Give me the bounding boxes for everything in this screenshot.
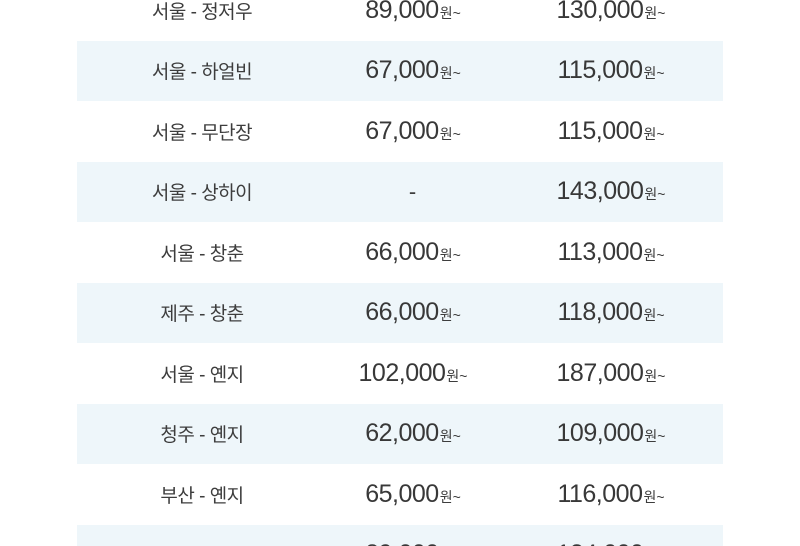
price-high-cell: 116,000 원~ — [499, 480, 723, 509]
price-low-cell: 102,000 원~ — [327, 359, 499, 388]
price-high-cell: 115,000 원~ — [499, 117, 723, 146]
fare-table-row[interactable]: 서울 - 무단장 67,000 원~ 115,000 원~ — [77, 101, 723, 162]
fare-table-row[interactable]: 제주 - 창춘 66,000 원~ 118,000 원~ — [77, 282, 723, 343]
route-label: 제주 - 창춘 — [160, 304, 244, 326]
route-label: 청주 - 옌지 — [160, 425, 244, 447]
price-high-value: 115,000 — [557, 116, 643, 145]
price-low-cell: 66,000 원~ — [327, 238, 499, 267]
route-label: 부산 - 옌지 — [160, 485, 244, 507]
price-high-value: 143,000 — [556, 177, 644, 206]
price-low-cell: 66,000 원~ — [327, 298, 499, 327]
fare-table-row[interactable]: 서울 - 하얼빈 67,000 원~ 115,000 원~ — [77, 40, 723, 101]
price-low-value: 89,000 — [365, 0, 439, 24]
price-high-cell: 130,000 원~ — [499, 0, 723, 25]
price-low-value: 89,000 — [365, 540, 439, 546]
price-low-value: 102,000 — [358, 358, 446, 387]
fare-table-row[interactable]: 청주 - 옌지 62,000 원~ 109,000 원~ — [77, 403, 723, 464]
price-low-currency-suffix: 원~ — [439, 246, 461, 263]
fare-table-row[interactable]: 서울 - 정저우 89,000 원~ 130,000 원~ — [77, 0, 723, 41]
price-low-currency-suffix: 원~ — [439, 307, 461, 324]
fare-table-row[interactable]: 서울 - 창춘 66,000 원~ 113,000 원~ — [77, 222, 723, 283]
fare-table-row[interactable]: 서울 - 옌지 102,000 원~ 187,000 원~ — [77, 343, 723, 404]
price-low-currency-suffix: 원~ — [439, 4, 461, 21]
price-low-cell: 65,000 원~ — [327, 480, 499, 509]
price-high-value: 187,000 — [556, 358, 644, 387]
price-high-currency-suffix: 원~ — [643, 307, 665, 324]
price-high-currency-suffix: 원~ — [643, 125, 665, 142]
price-low-currency-suffix: 원~ — [439, 428, 461, 445]
price-low-currency-suffix: 원~ — [439, 125, 461, 142]
price-high-currency-suffix: 원~ — [644, 186, 666, 203]
price-low-value: 62,000 — [365, 419, 439, 448]
price-low-cell: 67,000 원~ — [327, 56, 499, 85]
price-high-currency-suffix: 원~ — [644, 4, 666, 21]
route-label: 서울 - 창춘 — [160, 243, 244, 265]
route-label: 서울 - 선양 — [77, 541, 327, 546]
price-low-cell: 67,000 원~ — [327, 117, 499, 146]
price-high-value: 113,000 — [557, 237, 643, 266]
price-high-currency-suffix: 원~ — [644, 367, 666, 384]
price-high-cell: 109,000 원~ — [499, 419, 723, 448]
price-low-currency-suffix: 원~ — [446, 367, 468, 384]
price-low-currency-suffix: 원~ — [439, 488, 461, 505]
price-high-value: 118,000 — [557, 298, 643, 327]
price-high-currency-suffix: 원~ — [644, 428, 666, 445]
route-label: 서울 - 옌지 — [160, 364, 244, 386]
price-high-value: 130,000 — [556, 0, 644, 24]
route-label: 서울 - 정저우 — [151, 1, 253, 23]
price-low-value: 67,000 — [365, 116, 439, 145]
price-high-value: 134,000 — [557, 540, 644, 546]
price-high-currency-suffix: 원~ — [643, 65, 665, 82]
price-low-value: 65,000 — [365, 479, 439, 508]
fare-table: 서울 - 정저우 89,000 원~ 130,000 원~ 서울 - 하얼빈 67,… — [77, 0, 723, 546]
price-low-value: 66,000 — [365, 298, 439, 327]
price-high-cell: 118,000 원~ — [499, 298, 723, 327]
price-low-value: - — [408, 178, 417, 204]
price-high-cell: 143,000 원~ — [499, 177, 723, 206]
fare-table-row[interactable]: 부산 - 옌지 65,000 원~ 116,000 원~ — [77, 464, 723, 525]
price-low-currency-suffix: 원~ — [439, 65, 461, 82]
price-high-cell: 113,000 원~ — [499, 238, 723, 267]
price-high-value: 116,000 — [557, 479, 643, 508]
price-high-cell: 187,000 원~ — [499, 359, 723, 388]
price-high-currency-suffix: 원~ — [643, 488, 665, 505]
price-high-value: 115,000 — [557, 56, 643, 85]
price-low-value: 67,000 — [365, 56, 439, 85]
route-label: 서울 - 무단장 — [151, 122, 253, 144]
route-label: 서울 - 하얼빈 — [151, 62, 253, 84]
route-label: 서울 - 상하이 — [151, 183, 253, 205]
price-low-value: 66,000 — [365, 237, 439, 266]
price-high-cell: 115,000 원~ — [499, 56, 723, 85]
price-low-cell: - — [327, 179, 499, 205]
price-low-cell: 62,000 원~ — [327, 419, 499, 448]
price-high-value: 109,000 — [556, 419, 644, 448]
price-high-currency-suffix: 원~ — [643, 246, 665, 263]
fare-table-row[interactable]: 서울 - 상하이 - 143,000 원~ — [77, 161, 723, 222]
